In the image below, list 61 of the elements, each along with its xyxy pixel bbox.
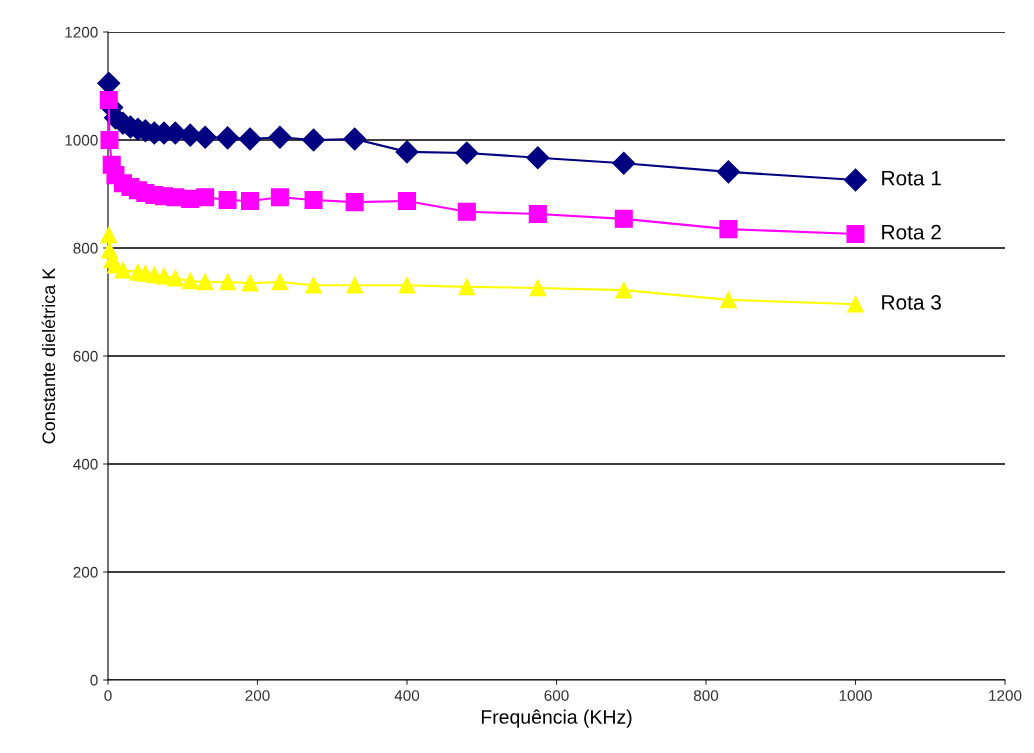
x-tick-label: 200 <box>245 690 270 701</box>
x-tick-label: 1000 <box>839 690 872 701</box>
point <box>846 224 865 243</box>
point <box>526 146 550 170</box>
point <box>397 191 417 211</box>
y-tick-label: 200 <box>73 566 98 578</box>
point <box>343 127 367 151</box>
series-label: Rota 1 <box>882 171 941 186</box>
point <box>100 130 119 150</box>
x-tick-label: 0 <box>104 690 112 701</box>
point <box>345 193 364 212</box>
point <box>528 204 547 224</box>
point <box>196 273 214 291</box>
point <box>844 168 867 192</box>
point <box>720 291 737 309</box>
series-label: Rota 3 <box>882 295 941 310</box>
series-label: Rota 2 <box>882 224 941 240</box>
point <box>241 274 259 292</box>
y-tick-label: 600 <box>73 350 98 362</box>
point <box>100 226 118 244</box>
x-tick-label: 1200 <box>989 690 1022 701</box>
x-tick-label: 800 <box>693 690 719 701</box>
point <box>268 125 292 149</box>
point <box>615 281 633 299</box>
point <box>398 276 416 294</box>
y-tick-label: 400 <box>73 458 98 470</box>
point <box>238 127 262 151</box>
point <box>395 140 419 164</box>
x-tick-label: 400 <box>394 690 420 701</box>
point <box>193 125 217 149</box>
point <box>218 190 237 209</box>
point <box>847 295 864 313</box>
point <box>270 188 289 207</box>
point <box>455 141 479 165</box>
point <box>614 209 633 228</box>
point <box>99 91 118 110</box>
point <box>216 126 240 150</box>
x-axis-title: Frequência (KHz) <box>481 709 632 728</box>
y-tick-label: 1200 <box>65 26 98 38</box>
point <box>114 261 132 279</box>
point <box>458 278 476 296</box>
point <box>529 279 547 297</box>
y-tick-label: 800 <box>73 242 98 254</box>
point <box>166 269 184 287</box>
point <box>719 220 738 239</box>
point <box>240 191 260 211</box>
y-tick-label: 1000 <box>65 134 98 146</box>
point <box>304 190 323 209</box>
point <box>196 188 215 207</box>
point <box>219 273 236 291</box>
y-axis-title: Constante dielétrica K <box>41 267 56 444</box>
point <box>302 128 326 152</box>
point <box>716 160 740 184</box>
point <box>305 276 322 294</box>
point <box>346 276 364 294</box>
y-tick-label: 0 <box>90 674 98 686</box>
point <box>612 151 636 175</box>
point <box>271 273 289 291</box>
x-tick-label: 600 <box>544 690 569 701</box>
point <box>181 272 199 290</box>
point <box>457 202 476 221</box>
